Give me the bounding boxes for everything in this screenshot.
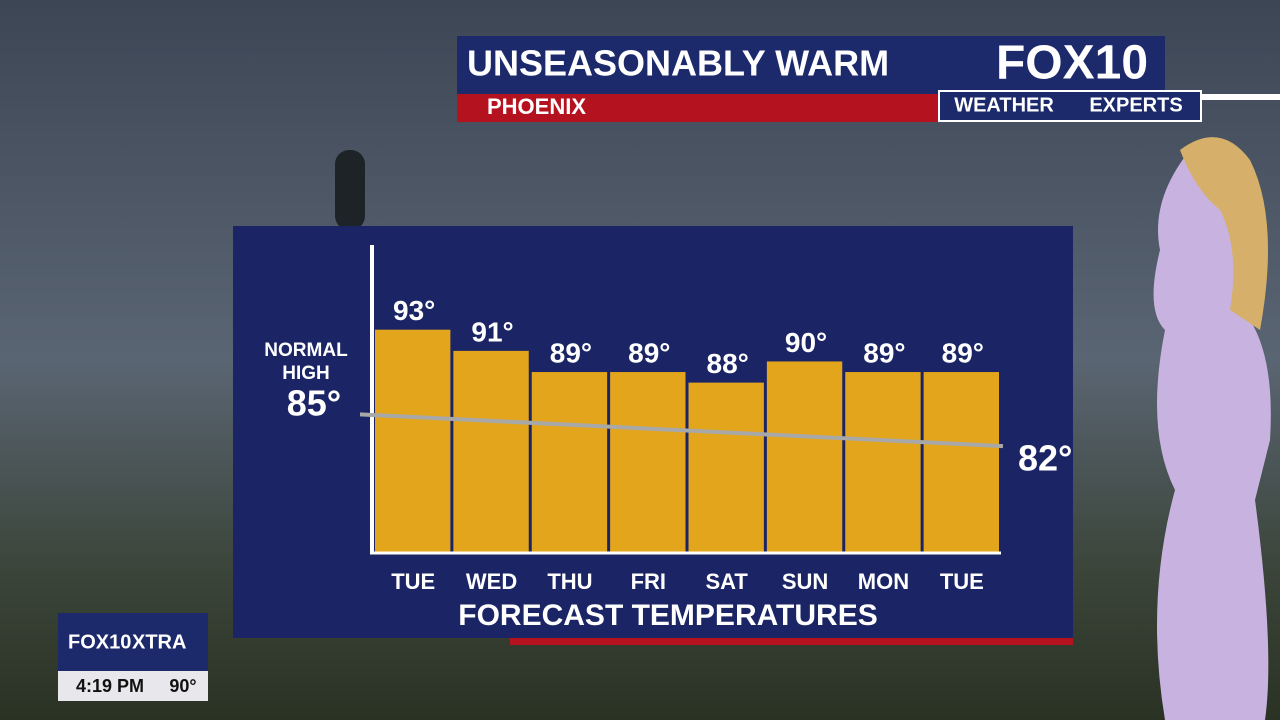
bar bbox=[375, 329, 451, 552]
brand-tag-box bbox=[938, 90, 1202, 122]
x-tick-label: THU bbox=[547, 569, 592, 594]
x-axis-title: FORECAST TEMPERATURES bbox=[458, 599, 877, 632]
badge-box bbox=[58, 613, 208, 671]
value-label: 89° bbox=[942, 337, 984, 368]
bar bbox=[453, 350, 529, 552]
header-title: UNSEASONABLY WARM bbox=[467, 43, 889, 84]
value-label: 91° bbox=[471, 316, 513, 347]
normal-high-line bbox=[359, 412, 1004, 449]
cactus bbox=[335, 150, 365, 230]
value-label: 89° bbox=[550, 337, 592, 368]
bar bbox=[845, 372, 921, 552]
brand-tag: WEATHER bbox=[954, 94, 1054, 116]
header-bar bbox=[457, 36, 1165, 94]
normal-high-label: NORMAL bbox=[264, 340, 348, 361]
bar bbox=[610, 372, 686, 552]
normal-high-start: 85° bbox=[287, 383, 341, 424]
x-tick-label: WED bbox=[466, 569, 517, 594]
bar bbox=[531, 372, 608, 552]
panel-strip bbox=[510, 638, 1073, 645]
value-label: 90° bbox=[785, 327, 827, 358]
bar bbox=[923, 372, 999, 552]
header-subtitle: PHOENIX bbox=[487, 94, 586, 119]
x-tick-label: SUN bbox=[782, 569, 828, 594]
brand-tag: EXPERTS bbox=[1089, 94, 1182, 116]
value-label: 93° bbox=[393, 295, 435, 326]
badge-time: 4:19 PM bbox=[76, 676, 144, 696]
header-strip bbox=[457, 94, 939, 122]
value-label: 89° bbox=[628, 337, 670, 368]
x-tick-label: FRI bbox=[631, 569, 666, 594]
normal-high-label: HIGH bbox=[282, 363, 330, 384]
x-tick-label: TUE bbox=[940, 569, 984, 594]
presenter-hair bbox=[1180, 137, 1268, 330]
badge-brand: FOX10 bbox=[68, 631, 131, 653]
normal-high-end: 82° bbox=[1018, 438, 1072, 479]
x-tick-label: TUE bbox=[391, 569, 435, 594]
brand-logo: FOX10 bbox=[996, 37, 1148, 90]
badge-temp: 90° bbox=[169, 676, 196, 696]
bar bbox=[688, 382, 764, 552]
x-tick-label: SAT bbox=[706, 569, 749, 594]
badge-brand: XTRA bbox=[132, 631, 186, 653]
header-rule bbox=[1165, 94, 1280, 100]
bar bbox=[766, 361, 843, 552]
x-tick-label: MON bbox=[858, 569, 909, 594]
value-label: 89° bbox=[863, 337, 905, 368]
badge-info bbox=[58, 671, 208, 701]
plot: 93° TUE 91° WED 89° THU 89° FRI 88° SAT 90° SUN 89° M… bbox=[264, 245, 1072, 632]
value-label: 88° bbox=[707, 348, 749, 379]
